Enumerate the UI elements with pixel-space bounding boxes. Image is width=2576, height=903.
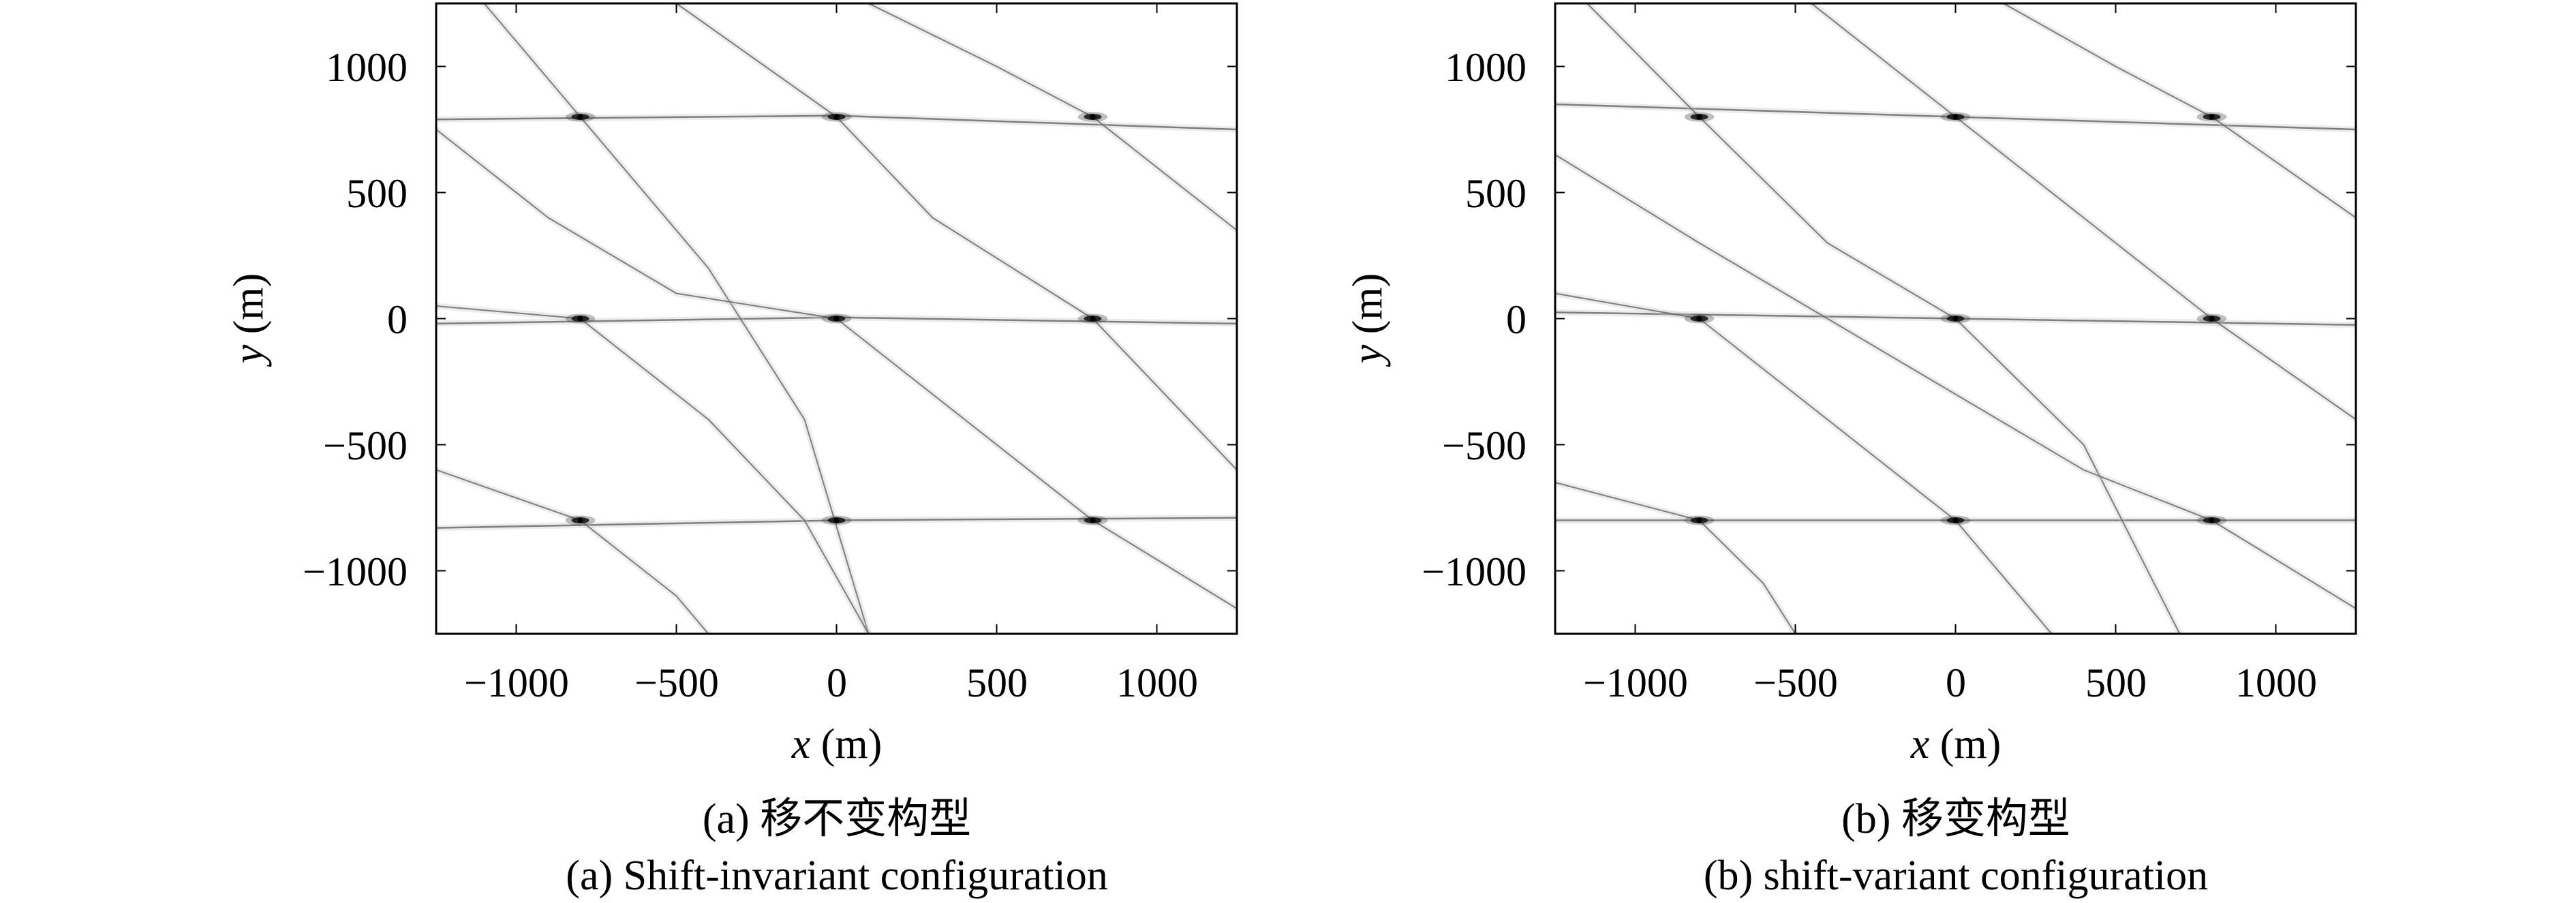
x-tick-label: −500: [634, 660, 719, 705]
point-target: [1684, 313, 1715, 324]
point-target: [1077, 112, 1108, 122]
y-tick-label: −1000: [1422, 549, 1527, 594]
point-target: [821, 515, 852, 525]
y-axis-unit: (m): [1345, 273, 1391, 335]
caption-zh-a: (a) 移不变构型: [703, 796, 971, 842]
sidelobe-line: [483, 3, 870, 634]
y-axis-variable: y: [1345, 344, 1391, 367]
point-target: [2196, 112, 2227, 122]
marks-b: [1555, 3, 2356, 634]
plot-frame-a: [435, 2, 1238, 635]
sidelobe-line: [436, 469, 709, 634]
plot-area-a: [435, 2, 1238, 635]
point-target: [565, 515, 596, 525]
x-tick-label: 500: [2085, 660, 2147, 705]
x-axis-unit: (m): [1940, 721, 2002, 767]
y-tick-label: −1000: [303, 549, 408, 594]
sidelobe-line: [436, 305, 870, 634]
y-tick-label: 500: [346, 171, 408, 216]
x-tick-label: 0: [1946, 660, 1966, 705]
point-target: [821, 313, 852, 324]
x-axis-label-b: x (m): [1910, 721, 2002, 767]
point-target: [565, 112, 596, 122]
point-target: [821, 112, 852, 122]
x-tick-label: −1000: [464, 660, 569, 705]
y-tick-label: −500: [323, 423, 408, 468]
y-tick-label: 0: [1506, 297, 1527, 342]
y-axis-label-b: y (m): [1345, 273, 1391, 368]
point-target: [565, 313, 596, 324]
point-target: [2196, 515, 2227, 525]
x-axis-variable: x: [791, 721, 811, 767]
point-target: [1940, 112, 1971, 122]
x-tick-label: 1000: [2235, 660, 2317, 705]
x-axis-variable: x: [1910, 721, 1930, 767]
plot-area-b: [1554, 2, 2357, 635]
point-target: [2196, 313, 2227, 324]
x-tick-labels-a: −1000 −500 0 500 1000: [464, 660, 1198, 705]
y-tick-labels-b: 1000 500 0 −500 −1000: [1422, 45, 1527, 594]
sidelobe-line: [1555, 292, 2053, 634]
x-tick-label: 500: [966, 660, 1028, 705]
caption-en-a: (a) Shift-invariant configuration: [566, 853, 1107, 899]
panel-b: −1000 −500 0 500 1000 1000 500 0 −500 −1…: [1345, 2, 2357, 899]
x-tick-labels-b: −1000 −500 0 500 1000: [1583, 660, 2317, 705]
x-tick-label: 0: [827, 660, 847, 705]
point-target: [1077, 313, 1108, 324]
y-tick-label: 0: [387, 297, 408, 342]
y-tick-label: 500: [1465, 171, 1527, 216]
y-tick-label: 1000: [326, 45, 408, 90]
sidelobe-line: [868, 3, 1237, 231]
sidelobe-line: [675, 3, 1237, 471]
point-target: [1940, 515, 1971, 525]
point-target: [1077, 515, 1108, 525]
y-axis-variable: y: [226, 344, 272, 367]
sidelobe-line: [2003, 3, 2356, 219]
caption-en-b: (b) shift-variant configuration: [1704, 853, 2208, 899]
x-tick-label: −1000: [1583, 660, 1688, 705]
x-tick-label: −500: [1753, 660, 1838, 705]
sidelobe-line: [1811, 3, 2356, 420]
x-tick-label: 1000: [1116, 660, 1198, 705]
x-axis-unit: (m): [821, 721, 883, 767]
y-tick-labels-a: 1000 500 0 −500 −1000: [303, 45, 408, 594]
point-target: [1940, 313, 1971, 324]
point-target: [1684, 112, 1715, 122]
y-axis-unit: (m): [226, 273, 272, 335]
y-tick-label: −500: [1442, 423, 1527, 468]
y-axis-label-a: y (m): [226, 273, 272, 368]
plot-frame-b: [1554, 2, 2357, 635]
sidelobe-line: [1555, 482, 1796, 634]
marks-a: [436, 3, 1237, 634]
y-tick-label: 1000: [1445, 45, 1527, 90]
caption-zh-b: (b) 移变构型: [1841, 796, 2070, 842]
point-target: [1684, 515, 1715, 525]
panel-a: −1000 −500 0 500 1000 1000 500 0 −500 −1…: [226, 2, 1238, 899]
x-axis-label-a: x (m): [791, 721, 883, 767]
